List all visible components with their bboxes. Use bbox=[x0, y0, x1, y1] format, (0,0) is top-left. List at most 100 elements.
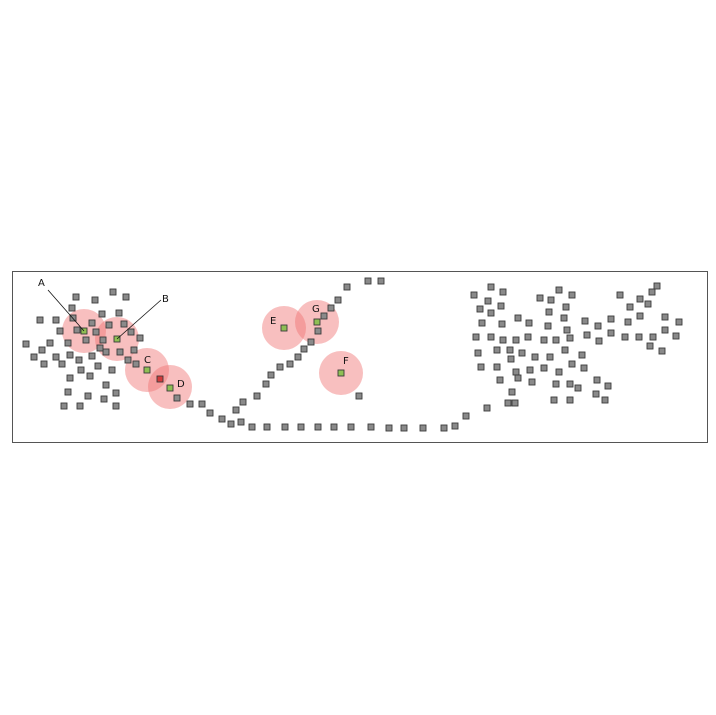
marker-label-a: A bbox=[38, 278, 45, 289]
data-point bbox=[76, 402, 84, 410]
data-point bbox=[88, 352, 96, 360]
data-point bbox=[320, 312, 328, 320]
data-point bbox=[561, 346, 569, 354]
data-point bbox=[487, 309, 495, 317]
data-point bbox=[518, 349, 526, 357]
data-point bbox=[566, 334, 574, 342]
data-point bbox=[237, 418, 245, 426]
data-point bbox=[327, 304, 335, 312]
data-point bbox=[248, 423, 256, 431]
data-point bbox=[98, 310, 106, 318]
data-point bbox=[94, 362, 102, 370]
data-point bbox=[621, 333, 629, 341]
data-point bbox=[419, 424, 427, 432]
data-point bbox=[540, 364, 548, 372]
data-point bbox=[307, 338, 315, 346]
data-point bbox=[583, 331, 591, 339]
data-point bbox=[546, 353, 554, 361]
data-point bbox=[487, 283, 495, 291]
data-point bbox=[186, 400, 194, 408]
data-point bbox=[440, 424, 448, 432]
data-point bbox=[86, 372, 94, 380]
data-point bbox=[314, 423, 322, 431]
data-point bbox=[52, 316, 60, 324]
data-point bbox=[653, 282, 661, 290]
data-point bbox=[578, 351, 586, 359]
data-point bbox=[574, 384, 582, 392]
data-point bbox=[566, 396, 574, 404]
data-point bbox=[568, 360, 576, 368]
data-point bbox=[499, 288, 507, 296]
data-point bbox=[102, 381, 110, 389]
data-point bbox=[478, 319, 486, 327]
data-point bbox=[498, 320, 506, 328]
data-point bbox=[88, 319, 96, 327]
data-point bbox=[672, 332, 680, 340]
data-point bbox=[281, 423, 289, 431]
marker-label-e: E bbox=[270, 316, 276, 327]
data-point bbox=[276, 363, 284, 371]
data-point bbox=[73, 326, 81, 334]
data-point bbox=[253, 392, 261, 400]
data-point bbox=[66, 351, 74, 359]
data-point bbox=[100, 395, 108, 403]
data-point bbox=[68, 304, 76, 312]
data-point bbox=[82, 336, 90, 344]
data-point bbox=[367, 423, 375, 431]
data-point bbox=[636, 295, 644, 303]
data-point bbox=[644, 300, 652, 308]
data-point bbox=[232, 406, 240, 414]
data-point bbox=[227, 420, 235, 428]
marked-point-f bbox=[313, 318, 321, 326]
data-point bbox=[334, 296, 342, 304]
data-point bbox=[58, 360, 66, 368]
data-point bbox=[286, 360, 294, 368]
data-point bbox=[536, 294, 544, 302]
data-point bbox=[64, 339, 72, 347]
data-point bbox=[552, 336, 560, 344]
data-point bbox=[343, 283, 351, 291]
data-point bbox=[132, 360, 140, 368]
data-point bbox=[524, 333, 532, 341]
data-point bbox=[297, 423, 305, 431]
data-point bbox=[545, 308, 553, 316]
data-point bbox=[661, 326, 669, 334]
data-point bbox=[470, 291, 478, 299]
data-point bbox=[218, 415, 226, 423]
data-point bbox=[267, 371, 275, 379]
data-point bbox=[616, 291, 624, 299]
data-point bbox=[130, 346, 138, 354]
marker-label-g: G bbox=[312, 304, 320, 315]
data-point bbox=[592, 390, 600, 398]
marker-label-d: D bbox=[177, 379, 185, 390]
data-point bbox=[555, 286, 563, 294]
data-point bbox=[120, 320, 128, 328]
data-point bbox=[294, 353, 302, 361]
data-point bbox=[239, 398, 247, 406]
data-point bbox=[75, 356, 83, 364]
data-point bbox=[124, 356, 132, 364]
data-point bbox=[487, 333, 495, 341]
data-point bbox=[477, 363, 485, 371]
data-point bbox=[102, 348, 110, 356]
data-point bbox=[136, 334, 144, 342]
data-point bbox=[112, 389, 120, 397]
data-point bbox=[493, 363, 501, 371]
data-point bbox=[507, 355, 515, 363]
data-point bbox=[511, 399, 519, 407]
leader-line-b bbox=[116, 299, 162, 340]
marked-point-c bbox=[143, 366, 151, 374]
data-point bbox=[36, 316, 44, 324]
data-point bbox=[604, 382, 612, 390]
data-point bbox=[38, 346, 46, 354]
data-point bbox=[560, 314, 568, 322]
marker-label-b: B bbox=[162, 294, 169, 305]
data-point bbox=[568, 291, 576, 299]
data-point bbox=[173, 394, 181, 402]
data-point bbox=[636, 312, 644, 320]
data-point bbox=[540, 336, 548, 344]
data-point bbox=[675, 318, 683, 326]
data-point bbox=[108, 366, 116, 374]
data-point bbox=[314, 327, 322, 335]
data-point bbox=[496, 376, 504, 384]
